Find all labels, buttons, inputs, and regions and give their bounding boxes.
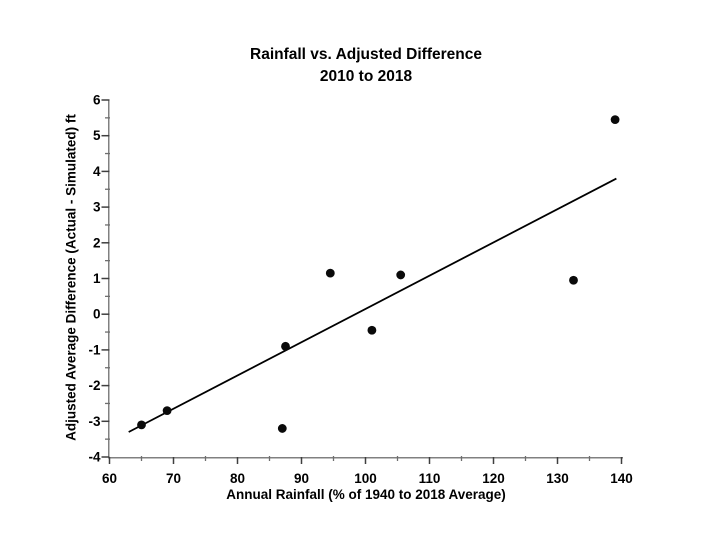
x-tick-label: 60 [102,471,117,486]
data-point [610,115,620,125]
trend-line [128,177,617,433]
x-tick-label: 90 [294,471,309,486]
y-tick-label: -4 [88,450,100,465]
x-axis-title: Annual Rainfall (% of 1940 to 2018 Avera… [226,487,506,502]
y-tick-label: 3 [93,200,101,215]
data-point [137,420,146,430]
y-tick-label: -2 [88,378,100,393]
y-tick-label: 2 [93,235,101,250]
x-tick-label: 140 [610,471,633,486]
y-tick-label: 0 [93,307,101,322]
data-point [325,268,335,278]
y-tick-label: -3 [88,414,100,429]
chart-title-line2: 2010 to 2018 [319,68,413,85]
data-point [162,406,172,415]
y-tick-label: -1 [88,342,100,357]
x-tick-label: 110 [419,471,441,486]
data-point [277,424,287,433]
chart-title: Rainfall vs. Adjusted Difference 2010 to… [110,44,622,88]
y-tick-label: 5 [93,128,101,143]
x-tick-label: 120 [482,471,505,486]
y-tick-label: 1 [93,271,101,286]
x-tick-label: 70 [166,471,181,486]
data-point [396,270,406,280]
x-tick-label: 80 [230,471,245,486]
data-point [569,275,578,285]
y-tick-label: 6 [93,93,101,108]
x-tick-label: 100 [354,471,377,486]
y-axis-title: Adjusted Average Difference (Actual - Si… [63,114,79,441]
y-tick-label: 4 [93,164,101,179]
data-point [281,341,290,351]
x-tick-label: 130 [546,471,569,486]
chart-title-line1: Rainfall vs. Adjusted Difference [250,46,482,63]
data-point [367,325,377,335]
